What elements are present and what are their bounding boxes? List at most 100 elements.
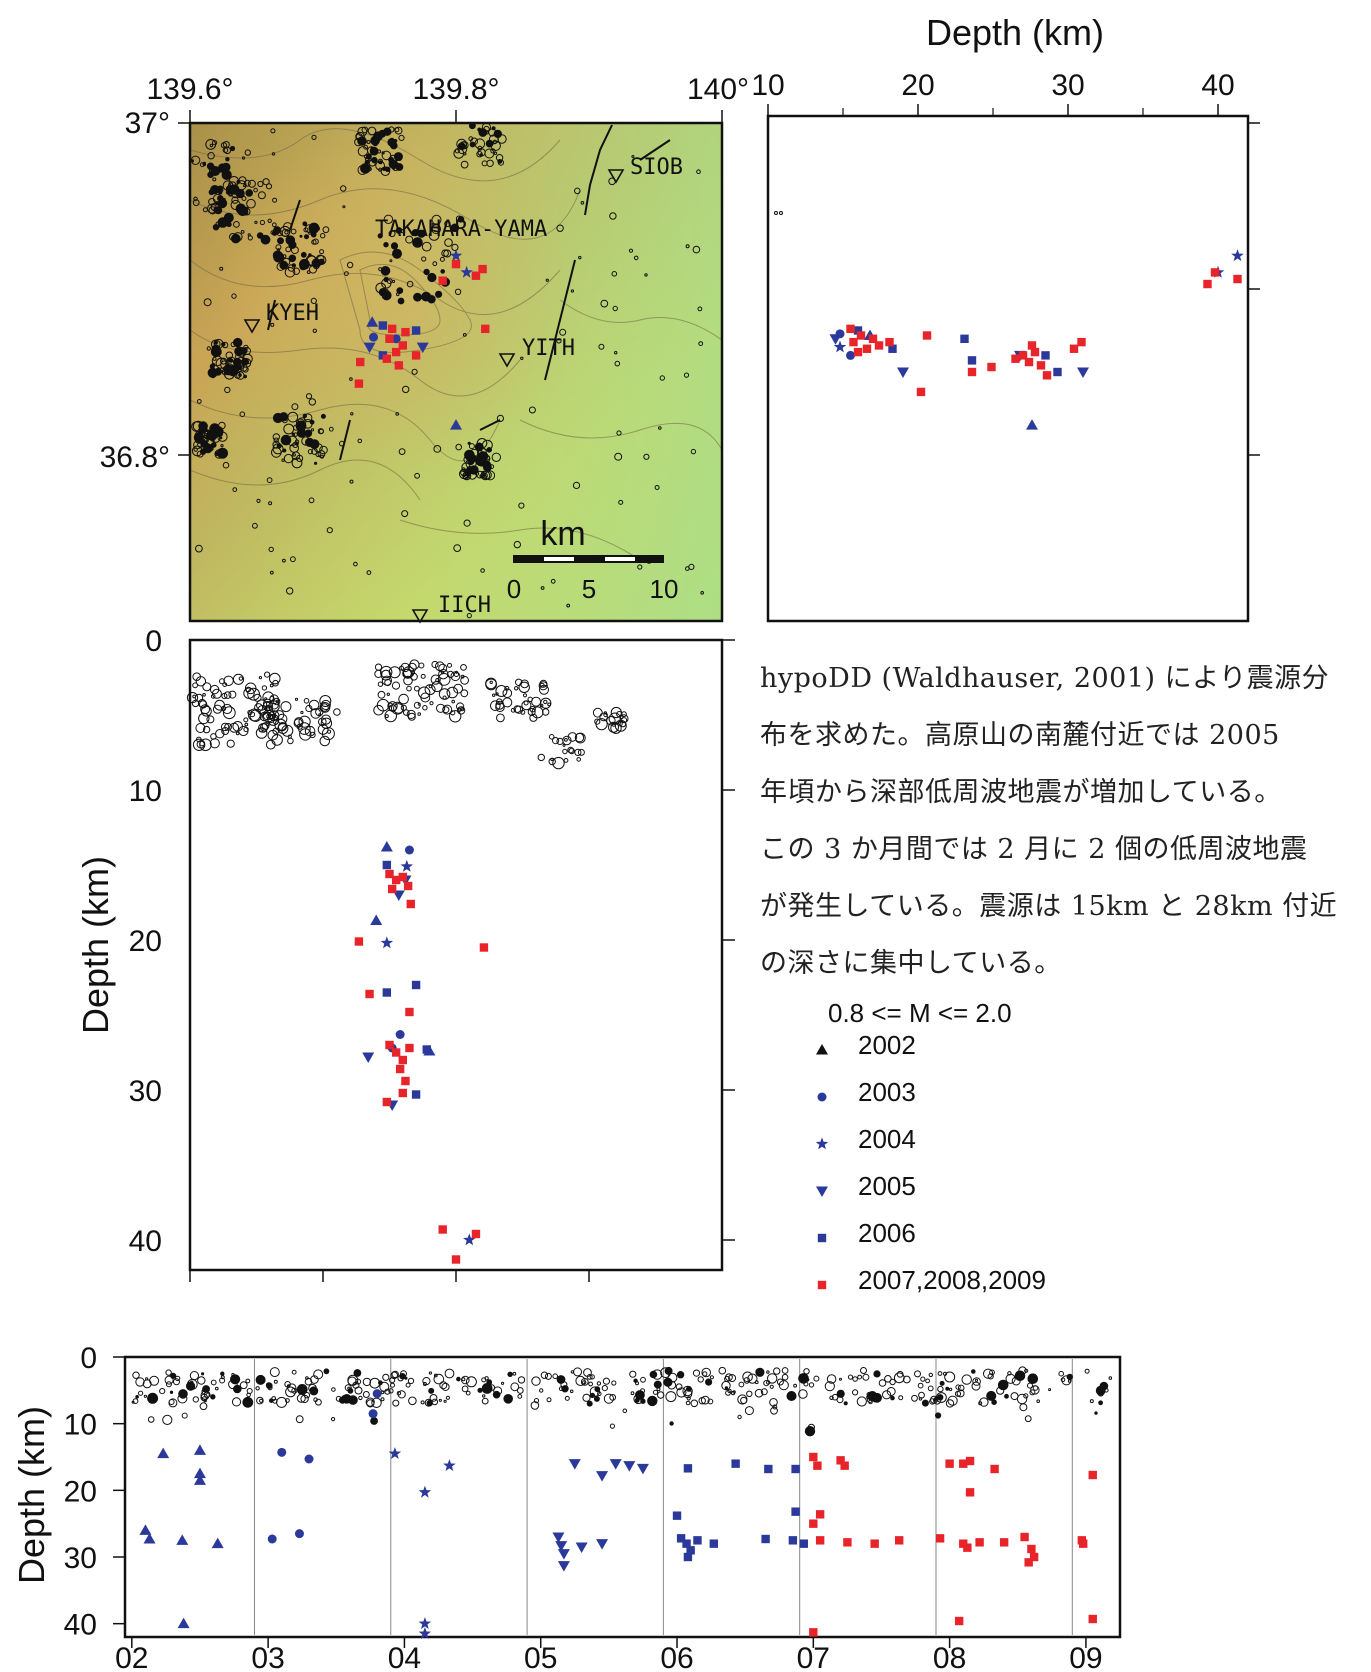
background-event [271,152,276,156]
time-depth-event-2004 [388,1447,402,1459]
background-event [450,710,456,716]
background-event [843,1401,848,1406]
background-event [367,166,372,172]
background-event [276,699,280,703]
background-event [747,1373,758,1384]
background-event [200,1393,208,1402]
background-event [654,485,660,490]
background-event [456,702,465,711]
background-event [327,729,332,734]
background-event [540,1371,549,1379]
background-event [178,1389,188,1399]
background-event [1014,1370,1026,1382]
background-event [444,238,453,247]
background-event [439,256,445,262]
background-event [600,299,609,308]
background-event [331,1387,336,1392]
lat-depth-event-2007 [1069,344,1079,353]
background-event [378,167,383,172]
background-event [192,199,200,207]
time-depth-event-2008 [954,1616,964,1626]
time-depth-event-2009 [1078,1539,1088,1548]
background-event [398,448,406,456]
background-event [235,731,240,736]
background-event [453,671,459,678]
time-depth-event-2002 [211,1537,224,1549]
station-kyeh-icon [243,319,261,334]
background-event [397,1390,406,1399]
background-event [210,1394,216,1400]
background-event [786,1391,797,1401]
background-event [575,1375,586,1387]
background-event [462,333,467,337]
background-event [319,735,331,747]
background-event [210,1379,217,1386]
map-events [354,249,490,430]
background-event [469,470,474,475]
background-event [373,704,384,716]
map-event-2007 [411,351,421,360]
background-event [291,457,303,469]
background-event [220,1371,225,1376]
background-event [614,452,623,461]
background-event [1097,1390,1105,1397]
background-event [803,1381,809,1387]
background-event [481,1377,487,1383]
background-event [847,1374,854,1380]
background-seismicity [190,122,705,619]
background-event [453,683,464,694]
background-event [267,1385,273,1391]
background-event [257,191,266,200]
background-event [212,704,223,714]
background-event [143,1394,147,1398]
lat-depth-event-2007 [1030,347,1040,357]
background-event [578,255,582,260]
background-event [396,287,404,295]
background-event [461,1377,466,1382]
background-event [917,1382,924,1389]
background-event [209,446,214,451]
background-event [1084,1368,1090,1374]
background-event [170,1372,177,1380]
background-event [836,1389,845,1398]
background-event [293,424,300,431]
background-event [438,663,448,673]
background-event [317,450,326,458]
background-event [1058,1370,1064,1377]
background-event [697,1376,704,1383]
background-event [207,152,215,160]
background-event [307,449,313,455]
lat-depth-event-2007 [1203,279,1212,289]
background-event [219,266,224,271]
background-event [692,1369,701,1377]
map-event-2003 [369,332,379,342]
background-event [596,1381,602,1386]
background-event [529,713,538,722]
background-event [202,161,207,166]
background-event [379,1381,390,1392]
background-event [235,352,245,362]
background-event [444,1368,455,1379]
time-depth-event-2005 [555,1541,568,1552]
background-event [738,1381,745,1388]
background-event [220,722,230,732]
background-event [397,156,403,161]
background-event [271,734,283,746]
background-event [455,443,463,451]
background-event [653,1380,662,1389]
background-event [622,1408,628,1414]
background-event [205,437,215,448]
background-event [413,292,422,302]
time-depth-event-2007 [843,1538,852,1547]
background-event [527,708,536,716]
scale-tick-10: 10 [650,574,679,604]
background-event [267,218,272,224]
lat-depth-event-2007 [862,344,872,353]
time-depth-event-2009 [1088,1614,1097,1624]
background-event [190,159,194,163]
background-event [377,690,386,699]
legend-label-2002: 2002 [858,1030,916,1060]
time-depth-event-2005 [552,1532,565,1543]
background-event [287,264,296,272]
background-event [418,662,425,669]
